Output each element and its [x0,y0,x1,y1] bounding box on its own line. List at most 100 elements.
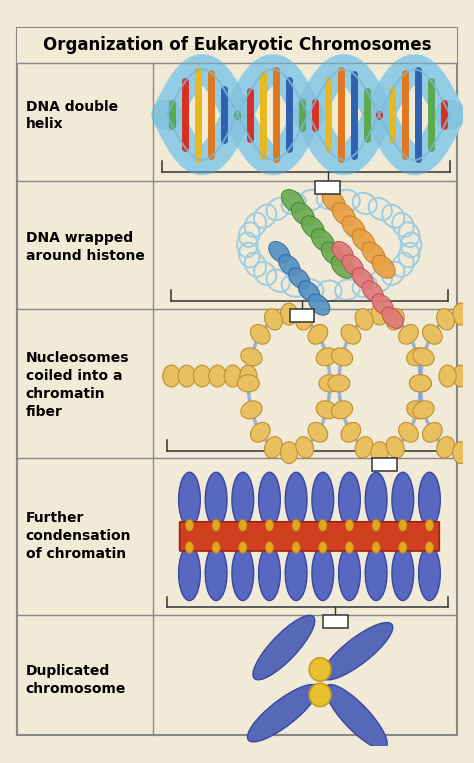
Ellipse shape [399,423,419,442]
Ellipse shape [365,472,387,527]
Ellipse shape [281,303,298,325]
Ellipse shape [224,365,242,387]
Ellipse shape [372,294,393,315]
Ellipse shape [410,375,431,392]
Ellipse shape [386,436,404,458]
Ellipse shape [407,348,428,365]
Ellipse shape [292,542,300,553]
Ellipse shape [407,401,428,419]
Ellipse shape [425,520,434,531]
Ellipse shape [399,542,407,553]
Ellipse shape [212,520,220,531]
Ellipse shape [413,401,434,419]
Ellipse shape [399,520,407,531]
Ellipse shape [232,472,254,527]
Text: Organization of Eukaryotic Chromosomes: Organization of Eukaryotic Chromosomes [43,37,431,54]
Ellipse shape [259,472,280,527]
Ellipse shape [355,309,373,330]
Ellipse shape [319,542,327,553]
Ellipse shape [332,242,354,262]
Ellipse shape [296,436,314,458]
Ellipse shape [322,189,345,213]
Bar [323,615,348,628]
Ellipse shape [331,348,353,365]
Ellipse shape [264,309,283,330]
Ellipse shape [179,546,201,600]
Ellipse shape [259,546,280,600]
Ellipse shape [309,658,331,681]
Ellipse shape [352,229,375,252]
Ellipse shape [185,542,193,553]
Ellipse shape [399,324,419,344]
Ellipse shape [319,375,341,392]
Ellipse shape [205,472,227,527]
Ellipse shape [439,365,456,387]
Ellipse shape [331,255,355,278]
Ellipse shape [241,401,262,419]
Ellipse shape [250,423,270,442]
Ellipse shape [413,348,434,365]
Ellipse shape [331,401,353,419]
Ellipse shape [289,268,310,289]
Ellipse shape [422,423,442,442]
Ellipse shape [285,546,307,600]
Ellipse shape [309,294,330,315]
Ellipse shape [264,436,283,458]
Ellipse shape [265,542,273,553]
Ellipse shape [319,520,327,531]
Ellipse shape [193,365,211,387]
Ellipse shape [279,255,300,276]
Ellipse shape [371,442,388,463]
Text: Further
condensation
of chromatin: Further condensation of chromatin [26,511,131,561]
Ellipse shape [372,520,380,531]
Ellipse shape [179,472,201,527]
Text: Duplicated
chromosome: Duplicated chromosome [26,665,126,697]
Ellipse shape [437,309,455,330]
Ellipse shape [362,242,385,265]
Text: DNA double
helix: DNA double helix [26,99,118,131]
Bar [315,181,340,194]
Ellipse shape [185,520,193,531]
Ellipse shape [453,303,470,325]
Ellipse shape [253,615,315,680]
Ellipse shape [292,203,315,226]
Ellipse shape [308,423,328,442]
Ellipse shape [292,520,300,531]
Ellipse shape [212,542,220,553]
Ellipse shape [285,472,307,527]
Ellipse shape [372,255,395,278]
Bar [18,28,456,63]
Ellipse shape [309,684,331,707]
Text: Nucleosomes
coiled into a
chromatin
fiber: Nucleosomes coiled into a chromatin fibe… [26,352,129,419]
Ellipse shape [328,375,350,392]
Ellipse shape [241,348,262,365]
Ellipse shape [342,255,364,276]
Ellipse shape [282,189,304,213]
Ellipse shape [311,229,335,252]
Ellipse shape [296,309,314,330]
Ellipse shape [205,546,227,600]
Ellipse shape [240,365,257,387]
Ellipse shape [338,472,360,527]
Ellipse shape [237,375,259,392]
Ellipse shape [382,307,403,328]
Ellipse shape [341,324,361,344]
FancyBboxPatch shape [180,522,439,551]
Ellipse shape [371,303,388,325]
Ellipse shape [316,348,337,365]
Ellipse shape [419,472,440,527]
Ellipse shape [265,520,273,531]
Ellipse shape [422,324,442,344]
Ellipse shape [468,436,474,458]
Ellipse shape [437,436,455,458]
Ellipse shape [312,472,334,527]
Ellipse shape [299,281,320,302]
Ellipse shape [468,309,474,330]
Ellipse shape [352,268,374,289]
Ellipse shape [209,365,226,387]
Ellipse shape [453,442,470,463]
Ellipse shape [308,324,328,344]
Ellipse shape [342,216,365,239]
Ellipse shape [232,546,254,600]
Ellipse shape [281,442,298,463]
